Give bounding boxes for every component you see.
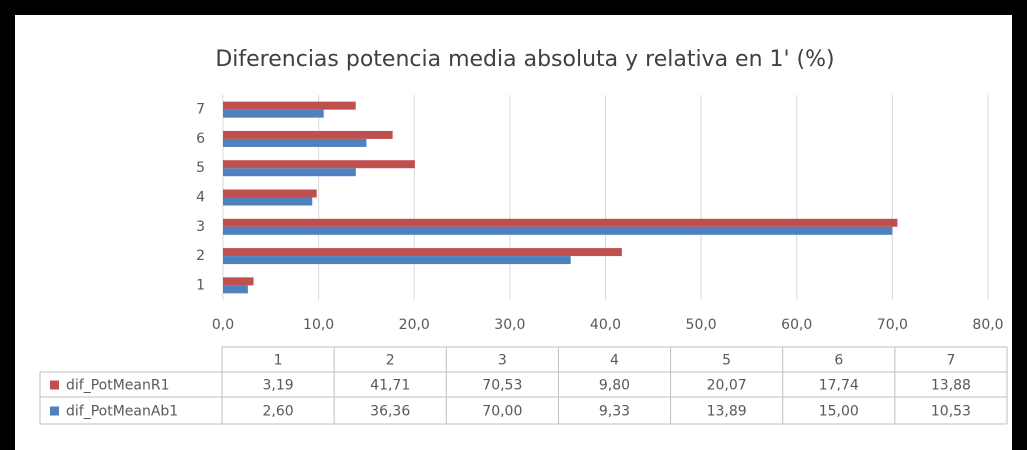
table-header: 1 — [274, 353, 283, 369]
bar — [223, 138, 367, 147]
y-tick-label: 5 — [196, 160, 205, 176]
bar — [223, 277, 254, 286]
table-value: 2,60 — [262, 404, 293, 420]
y-tick-label: 7 — [196, 102, 205, 118]
table-header: 4 — [610, 353, 619, 369]
table-value: 9,80 — [599, 378, 630, 394]
bar — [223, 168, 356, 177]
bar — [223, 197, 313, 206]
legend-label: dif_PotMeanR1 — [66, 378, 169, 394]
table-value: 10,53 — [931, 404, 971, 420]
x-tick-label: 40,0 — [590, 317, 621, 333]
bar — [223, 160, 415, 169]
x-tick-label: 60,0 — [781, 317, 812, 333]
table-value: 13,88 — [931, 378, 971, 394]
table-value: 20,07 — [707, 378, 747, 394]
table-header: 3 — [498, 353, 507, 369]
table-value: 13,89 — [707, 404, 747, 420]
bar — [223, 189, 317, 198]
legend-label: dif_PotMeanAb1 — [66, 404, 178, 420]
x-tick-label: 20,0 — [399, 317, 430, 333]
y-tick-label: 2 — [196, 248, 205, 264]
table-value: 36,36 — [370, 404, 410, 420]
table-header: 2 — [386, 353, 395, 369]
bar — [223, 256, 571, 265]
x-tick-label: 10,0 — [303, 317, 334, 333]
bar — [223, 285, 248, 294]
y-tick-label: 6 — [196, 131, 205, 147]
bar — [223, 226, 893, 235]
x-tick-label: 70,0 — [877, 317, 908, 333]
table-value: 70,00 — [482, 404, 522, 420]
y-tick-label: 4 — [196, 190, 205, 206]
y-tick-label: 1 — [196, 277, 205, 293]
table-value: 3,19 — [262, 378, 293, 394]
legend-swatch — [50, 406, 59, 416]
table-value: 41,71 — [370, 378, 410, 394]
bar — [223, 218, 898, 227]
legend-swatch — [50, 380, 59, 390]
x-tick-label: 50,0 — [686, 317, 717, 333]
chart-title: Diferencias potencia media absoluta y re… — [215, 47, 834, 72]
x-tick-label: 30,0 — [494, 317, 525, 333]
table-value: 9,33 — [599, 404, 630, 420]
table-header: 6 — [834, 353, 843, 369]
x-tick-label: 80,0 — [972, 317, 1003, 333]
table-header: 5 — [722, 353, 731, 369]
bar — [223, 130, 393, 139]
y-tick-label: 3 — [196, 219, 205, 235]
x-tick-label: 0,0 — [212, 317, 234, 333]
bar — [223, 101, 356, 110]
table-value: 17,74 — [819, 378, 859, 394]
table-value: 15,00 — [819, 404, 859, 420]
table-header: 7 — [946, 353, 955, 369]
table-value: 70,53 — [482, 378, 522, 394]
bar — [223, 248, 622, 257]
bar — [223, 109, 324, 118]
